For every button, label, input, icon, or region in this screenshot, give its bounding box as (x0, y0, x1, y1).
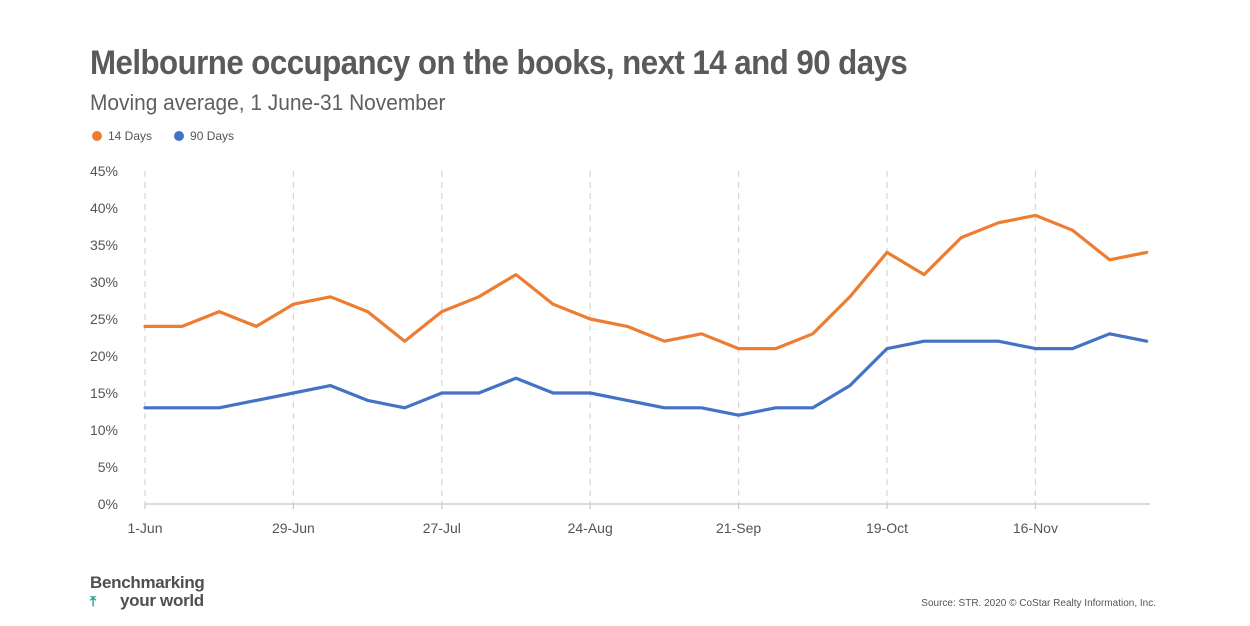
x-tick-label-19-Oct: 19-Oct (866, 520, 908, 536)
y-tick-label-30: 30% (90, 274, 118, 290)
x-tick-label-16-Nov: 16-Nov (1013, 520, 1058, 536)
y-tick-label-25: 25% (90, 311, 118, 327)
brand-line-1: Benchmarking (90, 573, 205, 592)
brand-line-2-wrap: ⤒ your world (90, 592, 205, 610)
x-tick-label-21-Sep: 21-Sep (716, 520, 761, 536)
brand-logo: Benchmarking ⤒ your world (90, 574, 205, 610)
y-axis: 0% 5% 10% 15% 20% 25% 30% 35% 40% 45% (90, 163, 118, 512)
y-tick-label-5: 5% (98, 459, 118, 475)
legend-dot-14-days (92, 131, 102, 141)
x-tick-label-24-Aug: 24-Aug (568, 520, 613, 536)
y-tick-label-15: 15% (90, 385, 118, 401)
series-line-90-days (143, 332, 1149, 417)
x-axis: 1-Jun 29-Jun 27-Jul 24-Aug 21-Sep 19-Oct 16-No… (127, 503, 1150, 536)
brand-line-2: your world (120, 591, 204, 610)
legend-label-90-days: 90 Days (190, 129, 235, 143)
chart-subtitle: Moving average, 1 June-31 November (90, 90, 446, 115)
series-group (143, 213, 1149, 417)
source-note: Source: STR. 2020 © CoStar Realty Inform… (921, 598, 1156, 609)
y-tick-label-0: 0% (98, 496, 118, 512)
legend-item-14-days: 14 Days (92, 129, 152, 143)
x-tick-label-1-Jun: 1-Jun (127, 520, 162, 536)
y-tick-label-20: 20% (90, 348, 118, 364)
x-tick-label-29-Jun: 29-Jun (272, 520, 315, 536)
legend-dot-90-days (174, 131, 185, 141)
y-tick-label-45: 45% (90, 163, 118, 179)
chart-title: Melbourne occupancy on the books, next 1… (90, 44, 908, 82)
legend-label-14-days: 14 Days (108, 129, 153, 143)
legend: 14 Days 90 Days (92, 129, 234, 143)
series-line-14-days (143, 213, 1149, 351)
y-tick-label-40: 40% (90, 200, 118, 216)
grid (144, 171, 1037, 504)
y-tick-label-10: 10% (90, 422, 118, 438)
legend-item-90-days: 90 Days (174, 129, 234, 143)
y-tick-label-35: 35% (90, 237, 118, 253)
x-tick-label-27-Jul: 27-Jul (423, 520, 461, 536)
arrow-up-icon: ⤒ (90, 593, 96, 609)
